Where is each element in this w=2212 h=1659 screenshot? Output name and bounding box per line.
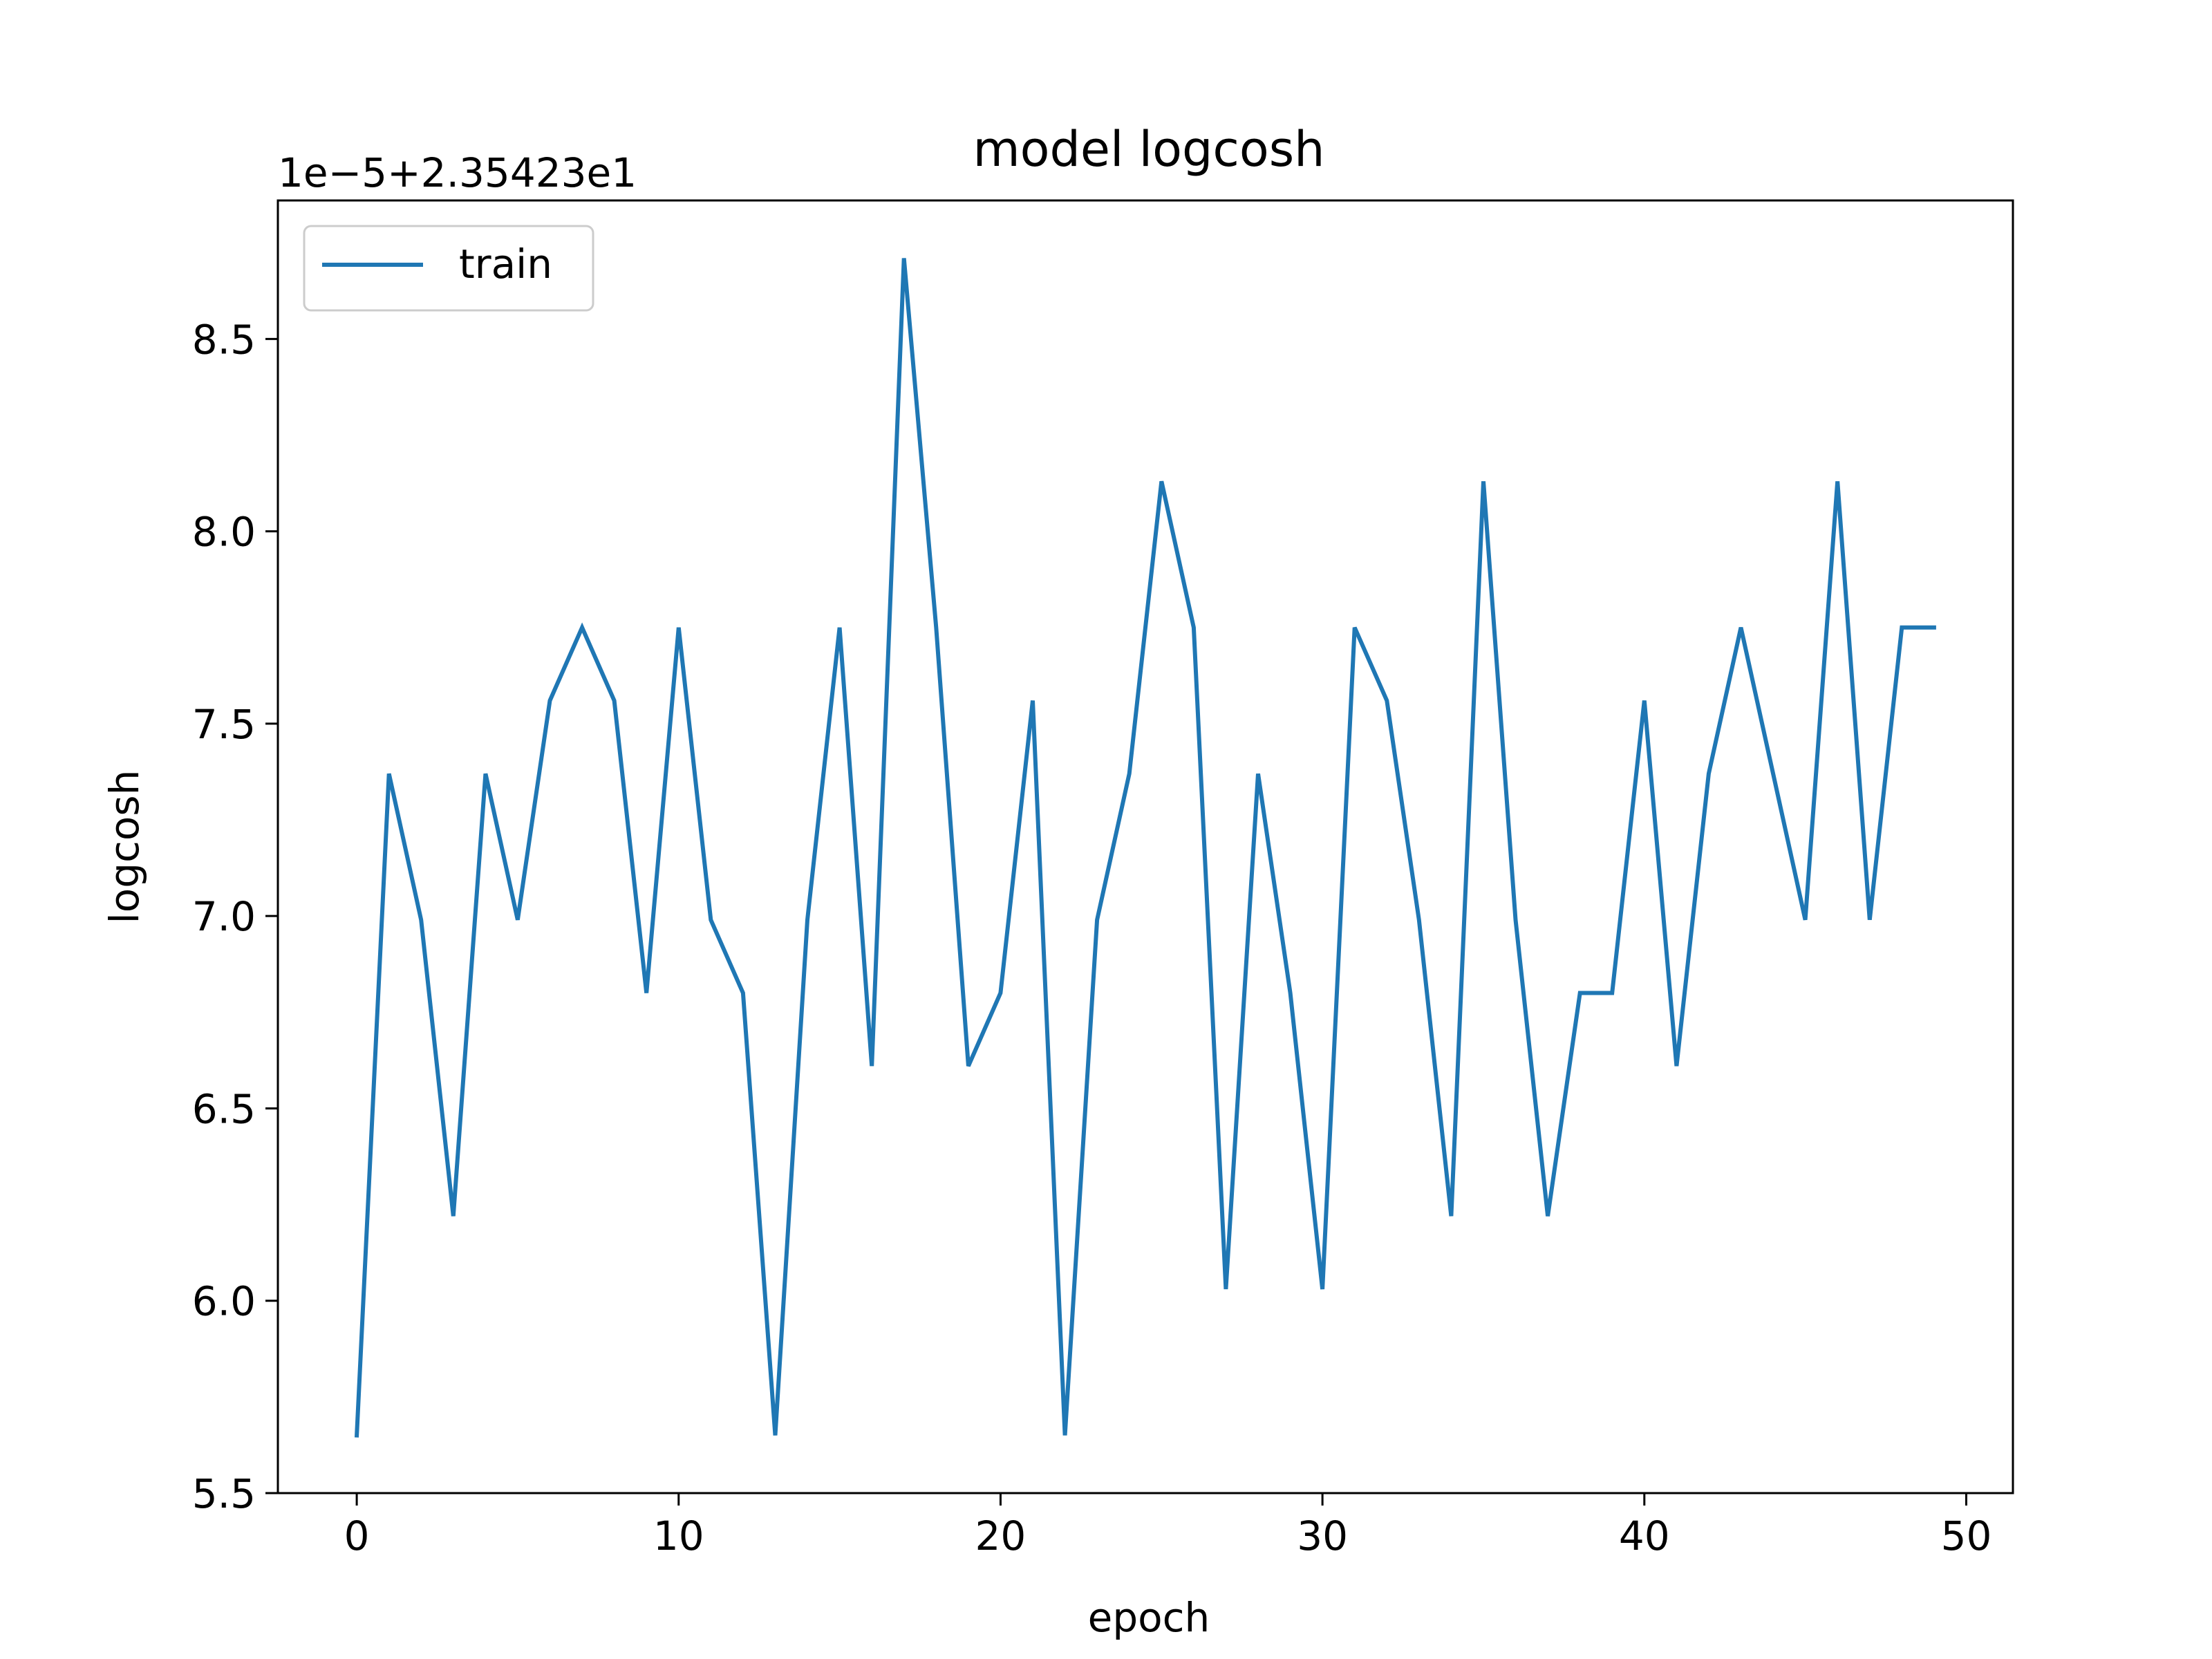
data-point bbox=[1642, 699, 1647, 703]
y-tick-label: 8.5 bbox=[192, 316, 256, 363]
data-point bbox=[387, 771, 391, 776]
data-point bbox=[1192, 626, 1196, 630]
y-tick-label: 6.5 bbox=[192, 1085, 256, 1132]
data-point bbox=[355, 1434, 359, 1438]
y-axis-label: logcosh bbox=[101, 770, 148, 924]
y-axis-offset-text: 1e−5+2.35423e1 bbox=[278, 149, 637, 196]
y-tick-label: 8.0 bbox=[192, 509, 256, 556]
x-axis-ticks: 0 10 20 30 40 50 bbox=[344, 1493, 1992, 1559]
x-tick-label: 0 bbox=[344, 1512, 370, 1559]
data-point bbox=[1353, 626, 1357, 630]
y-axis-ticks: 5.5 6.0 6.5 7.0 7.5 8.0 8.5 bbox=[192, 316, 278, 1517]
data-point bbox=[1739, 626, 1743, 630]
data-point bbox=[1932, 626, 1936, 630]
x-tick-label: 50 bbox=[1941, 1512, 1992, 1559]
data-point bbox=[838, 626, 842, 630]
data-point bbox=[1063, 1434, 1067, 1438]
chart-title: model logcosh bbox=[973, 121, 1324, 178]
data-point bbox=[1385, 699, 1389, 703]
data-point bbox=[1095, 918, 1099, 922]
data-point bbox=[1031, 699, 1035, 703]
y-tick-label: 6.0 bbox=[192, 1278, 256, 1325]
data-point bbox=[1256, 771, 1260, 776]
data-point bbox=[1707, 771, 1711, 776]
data-point bbox=[966, 1064, 971, 1068]
data-point bbox=[1159, 479, 1163, 483]
data-point bbox=[580, 626, 584, 630]
x-tick-label: 20 bbox=[975, 1512, 1027, 1559]
data-point bbox=[1449, 1214, 1453, 1218]
data-point bbox=[419, 918, 423, 922]
x-tick-label: 40 bbox=[1619, 1512, 1670, 1559]
data-point bbox=[1224, 1287, 1228, 1291]
data-point bbox=[1868, 918, 1872, 922]
axes-frame bbox=[276, 199, 2014, 1494]
data-point bbox=[1578, 991, 1582, 995]
y-tick-label: 5.5 bbox=[192, 1470, 256, 1517]
data-point bbox=[1288, 991, 1293, 995]
data-point bbox=[1610, 991, 1614, 995]
data-point bbox=[1514, 918, 1518, 922]
legend-label-train: train bbox=[459, 241, 552, 288]
y-tick-label: 7.0 bbox=[192, 893, 256, 940]
series-line-train bbox=[354, 258, 1936, 1438]
data-point bbox=[483, 771, 487, 776]
data-point bbox=[1320, 1287, 1324, 1291]
x-tick-label: 30 bbox=[1297, 1512, 1348, 1559]
data-point bbox=[1127, 771, 1132, 776]
legend: train bbox=[303, 225, 594, 312]
legend-box bbox=[303, 225, 594, 312]
data-point bbox=[1900, 626, 1904, 630]
data-point bbox=[774, 1434, 778, 1438]
data-point bbox=[709, 918, 713, 922]
data-point bbox=[1803, 918, 1808, 922]
x-axis-label: epoch bbox=[1088, 1594, 1210, 1641]
data-point bbox=[870, 1064, 874, 1068]
data-point bbox=[612, 699, 617, 703]
data-point bbox=[1546, 1214, 1550, 1218]
data-point bbox=[677, 626, 681, 630]
data-point bbox=[516, 918, 520, 922]
data-point bbox=[1481, 479, 1485, 483]
x-tick-label: 10 bbox=[653, 1512, 704, 1559]
data-point bbox=[1835, 479, 1839, 483]
data-point bbox=[1674, 1064, 1678, 1068]
data-point bbox=[451, 1214, 456, 1218]
data-point bbox=[805, 918, 809, 922]
data-point bbox=[548, 699, 552, 703]
data-point bbox=[644, 991, 648, 995]
data-point bbox=[1771, 771, 1775, 776]
plot-area bbox=[354, 256, 1936, 1438]
data-point bbox=[1417, 918, 1421, 922]
y-tick-label: 7.5 bbox=[192, 701, 256, 748]
data-point bbox=[902, 256, 906, 261]
data-point bbox=[998, 991, 1002, 995]
data-point bbox=[934, 626, 938, 630]
data-point bbox=[741, 991, 745, 995]
